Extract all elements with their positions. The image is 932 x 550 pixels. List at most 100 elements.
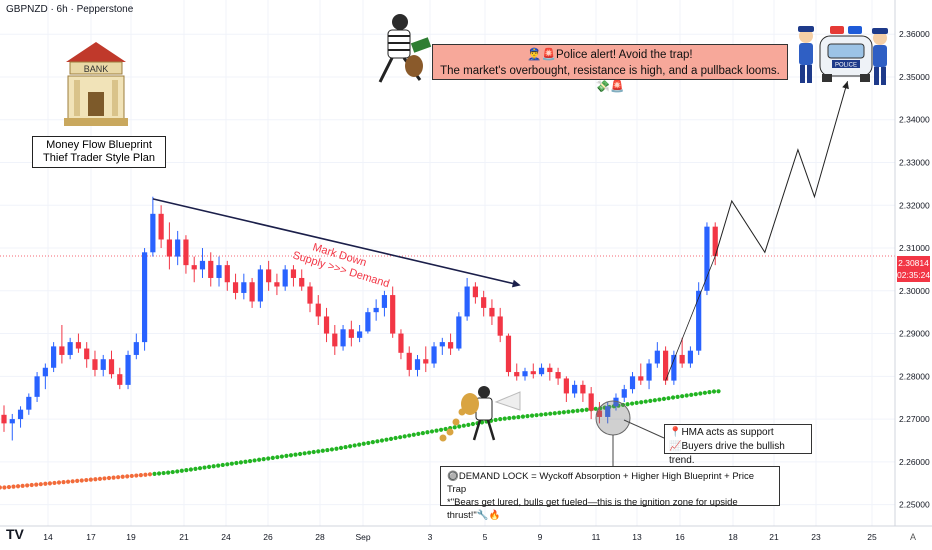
candle-body [514, 372, 520, 377]
hma-dot [47, 481, 52, 486]
hma-dot [634, 400, 639, 406]
candle-body [373, 307, 379, 313]
hma-dot [384, 437, 389, 442]
hma-dot [370, 440, 375, 445]
hma-dot [302, 451, 307, 456]
candle-body [696, 290, 702, 351]
hma-dot [675, 394, 680, 399]
hma-dot [557, 410, 562, 415]
hma-dot [297, 451, 303, 457]
candle-body [274, 282, 280, 287]
hma-dot [461, 423, 466, 428]
hma-dot [375, 439, 380, 444]
y-tick-label: 2.31000 [899, 243, 930, 253]
hma-dot [625, 402, 630, 407]
hma-dot [347, 444, 353, 449]
auto-scale-button[interactable]: A [910, 532, 917, 542]
candle-body [365, 312, 371, 332]
y-tick-label: 2.26000 [899, 457, 930, 467]
hma-dot [175, 469, 180, 474]
current-price-value: 2.30814 [898, 258, 929, 268]
hma-dot [680, 394, 685, 399]
hma-dot [452, 425, 457, 430]
candle-body [456, 316, 462, 349]
hma-support-note: 📍HMA acts as support 📈Buyers drive the b… [664, 424, 812, 466]
hma-dot [134, 473, 139, 478]
candle-body [522, 371, 528, 377]
hma-dot [575, 408, 580, 413]
hma-dot [507, 416, 512, 421]
x-tick-label: 26 [263, 532, 273, 542]
y-tick-label: 2.36000 [899, 29, 930, 39]
hma-dot [166, 470, 171, 475]
hma-dot [243, 459, 248, 464]
hma-dot [11, 484, 16, 489]
hma-dot [225, 462, 230, 467]
x-tick-label: 14 [43, 532, 53, 542]
candle-body [547, 367, 553, 373]
hma-dot [79, 478, 84, 483]
hma-dot [398, 435, 403, 440]
hma-dot [334, 446, 339, 451]
candle-body [299, 277, 305, 287]
hma-dot [206, 464, 212, 469]
hma-dot [570, 409, 576, 414]
candle-body [489, 307, 495, 317]
hma-dot [470, 421, 476, 427]
candle-body [472, 286, 478, 298]
hma-dot [65, 479, 71, 484]
hma-dot [511, 415, 516, 420]
candle-body [42, 367, 48, 377]
hma-dot [666, 396, 671, 401]
candle-body [323, 316, 330, 334]
candle-body [481, 297, 487, 308]
demand-line-2: *"Bears get lured, bulls get fueled—this… [447, 497, 738, 521]
police-officer-left-icon [798, 26, 814, 83]
price-axis: 2.25000 2.26000 2.27000 2.28000 2.29000 2.300… [899, 29, 930, 509]
candle-body [613, 397, 619, 407]
hma-dot [407, 433, 412, 438]
candle-body [191, 265, 197, 270]
y-tick-label: 2.35000 [899, 72, 930, 82]
hma-dot [97, 476, 103, 481]
y-tick-label: 2.25000 [899, 500, 930, 510]
svg-text:BANK: BANK [84, 64, 109, 74]
hma-dot [393, 435, 398, 441]
candle-body [390, 295, 396, 334]
candle-body [108, 359, 115, 375]
candle-body [704, 226, 710, 291]
hma-dot [661, 396, 667, 401]
hma-dot [593, 406, 598, 411]
blueprint-plan-label: Money Flow Blueprint Thief Trader Style … [32, 136, 166, 168]
candle-body [497, 316, 503, 336]
candle-body [381, 295, 388, 308]
candle-body [150, 213, 156, 253]
hma-dot [25, 483, 30, 488]
candle-body [1, 414, 7, 424]
hma-dot [543, 412, 548, 417]
hma-dot [525, 414, 530, 419]
x-tick-label: 17 [86, 532, 96, 542]
x-tick-label: 18 [728, 532, 738, 542]
hma-dot [293, 452, 298, 457]
candle-body [621, 389, 627, 398]
hma-dot [311, 449, 316, 455]
hma-dot [93, 477, 98, 482]
candle-body [654, 350, 660, 364]
hma-dot [343, 444, 348, 450]
hma-dot [102, 476, 107, 481]
candle-body [629, 376, 636, 390]
hma-dot [648, 398, 653, 403]
hma-dot [288, 453, 294, 458]
hma-dot [179, 468, 184, 473]
x-tick-label: 28 [315, 532, 325, 542]
candle-body [357, 331, 363, 338]
hma-dot [566, 409, 571, 414]
hma-dot [516, 415, 521, 420]
y-tick-label: 2.29000 [899, 329, 930, 339]
hma-dot [38, 482, 43, 487]
tradingview-logo[interactable]: TV [6, 526, 24, 542]
candle-body [133, 342, 139, 355]
hma-dot [266, 456, 271, 461]
